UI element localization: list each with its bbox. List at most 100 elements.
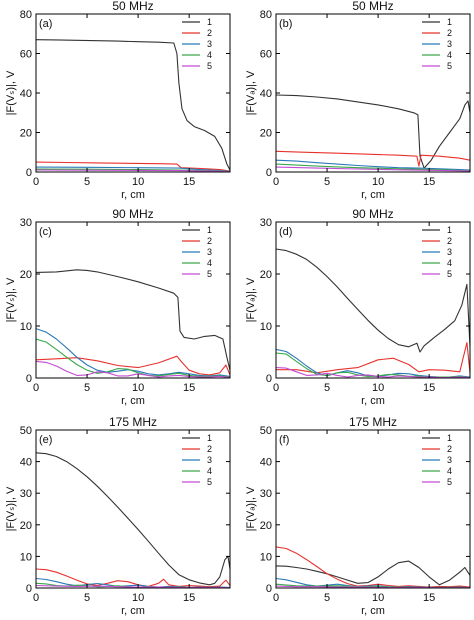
plot-frame [275, 429, 471, 589]
series-group [276, 546, 470, 588]
x-tick-label: 5 [324, 592, 330, 604]
y-tick-label: 10 [20, 321, 32, 333]
series-line-2 [276, 546, 470, 588]
chart-panel: 90 MHz 0 5 10 15 0 10 20 30 r, cm |F(Vₐ)|, V (d) 123… [245, 207, 471, 407]
y-tick-label: 30 [20, 488, 32, 500]
x-axis-label: r, cm [361, 189, 385, 201]
legend-label: 3 [447, 39, 452, 49]
y-tick-label: 10 [260, 551, 272, 563]
plot-frame [35, 221, 231, 379]
legend-label: 1 [447, 225, 452, 235]
y-tick-label: 50 [20, 425, 32, 437]
x-tick-label: 5 [84, 592, 90, 604]
series-line-5 [276, 367, 470, 378]
legend-label: 5 [447, 61, 452, 71]
x-axis-label: r, cm [121, 605, 145, 617]
x-axis-label: r, cm [121, 395, 145, 407]
legend-label: 1 [207, 225, 212, 235]
series-line-3 [36, 328, 230, 377]
x-tick-label: 15 [423, 592, 435, 604]
legend-label: 3 [207, 455, 212, 465]
y-tick-label: 0 [266, 373, 272, 385]
series-line-2 [36, 161, 230, 172]
x-tick-label: 0 [33, 592, 39, 604]
y-axis-label: |F(Vₐ)|, V [245, 70, 257, 115]
series-line-4 [36, 338, 230, 378]
x-tick-label: 10 [372, 592, 384, 604]
x-tick-label: 15 [183, 382, 195, 394]
series-line-3 [276, 348, 470, 378]
series-group [36, 452, 230, 588]
legend-label: 5 [207, 61, 212, 71]
y-tick-label: 0 [26, 167, 32, 179]
y-axis-label: |F(Vₐ)|, V [245, 277, 257, 322]
series-line-2 [276, 150, 470, 167]
x-tick-label: 0 [273, 176, 279, 188]
y-tick-label: 40 [20, 457, 32, 469]
y-tick-label: 20 [20, 269, 32, 281]
panel-title: 175 MHz [109, 415, 157, 429]
legend-label: 5 [207, 477, 212, 487]
y-tick-label: 80 [20, 9, 32, 21]
y-tick-label: 20 [260, 520, 272, 532]
series-line-5 [36, 360, 230, 378]
panel-title: 50 MHz [112, 0, 153, 13]
y-tick-label: 20 [260, 128, 272, 140]
legend-label: 1 [447, 433, 452, 443]
legend-label: 5 [207, 269, 212, 279]
plot-frame [35, 429, 231, 589]
legend-label: 4 [207, 50, 212, 60]
y-tick-label: 10 [260, 321, 272, 333]
legend-label: 5 [447, 269, 452, 279]
x-tick-label: 15 [423, 176, 435, 188]
x-tick-label: 5 [84, 176, 90, 188]
y-axis-label: |F(Vₛ)|, V [5, 486, 17, 531]
y-tick-label: 30 [260, 217, 272, 229]
y-tick-label: 0 [266, 167, 272, 179]
series-line-1 [276, 248, 470, 353]
x-tick-label: 0 [273, 592, 279, 604]
legend-label: 1 [207, 17, 212, 27]
legend-label: 4 [207, 258, 212, 268]
panel-label: (e) [39, 434, 52, 446]
legend-label: 1 [207, 433, 212, 443]
y-tick-label: 30 [20, 217, 32, 229]
panel-label: (d) [279, 226, 292, 238]
x-axis-label: r, cm [121, 189, 145, 201]
y-tick-label: 20 [20, 128, 32, 140]
series-line-3 [36, 166, 230, 172]
x-tick-label: 10 [132, 382, 144, 394]
series-line-1 [36, 39, 230, 171]
y-tick-label: 60 [260, 49, 272, 61]
plot-frame [35, 13, 231, 173]
y-tick-label: 0 [266, 583, 272, 595]
series-group [276, 248, 470, 378]
panel-title: 90 MHz [112, 207, 153, 221]
y-tick-label: 40 [260, 88, 272, 100]
x-tick-label: 10 [132, 592, 144, 604]
legend-label: 1 [447, 17, 452, 27]
x-tick-label: 5 [84, 382, 90, 394]
y-tick-label: 0 [26, 583, 32, 595]
series-line-1 [36, 269, 230, 371]
plot-frame [275, 221, 471, 379]
legend-label: 4 [447, 50, 452, 60]
legend-label: 3 [207, 247, 212, 257]
legend-label: 2 [207, 236, 212, 246]
series-line-1 [36, 452, 230, 586]
y-tick-label: 40 [20, 88, 32, 100]
series-line-3 [276, 159, 470, 171]
legend-label: 2 [207, 28, 212, 38]
panel-label: (c) [39, 226, 52, 238]
x-tick-label: 0 [33, 176, 39, 188]
y-tick-label: 60 [20, 49, 32, 61]
y-tick-label: 30 [260, 488, 272, 500]
panel-label: (b) [279, 18, 292, 30]
legend-label: 3 [447, 455, 452, 465]
y-tick-label: 40 [260, 457, 272, 469]
y-tick-label: 0 [26, 373, 32, 385]
series-line-1 [276, 94, 470, 169]
